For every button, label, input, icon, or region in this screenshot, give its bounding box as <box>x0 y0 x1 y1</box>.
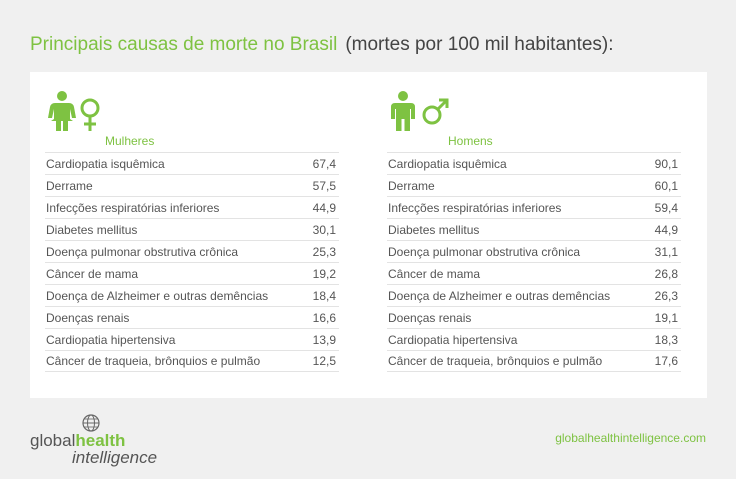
cause-value: 13,9 <box>312 332 336 347</box>
table-row: Cardiopatia hipertensiva 13,9 <box>45 328 339 350</box>
cause-label: Infecções respiratórias inferiores <box>46 200 220 215</box>
cause-label: Infecções respiratórias inferiores <box>388 200 562 215</box>
table-row: Cardiopatia hipertensiva 18,3 <box>387 328 681 350</box>
cause-value: 57,5 <box>312 178 336 193</box>
table-row: Derrame 60,1 <box>387 174 681 196</box>
globalhealth-logo: globalhealth intelligence <box>30 411 160 467</box>
cause-label: Cardiopatia hipertensiva <box>46 332 176 347</box>
table-row: Diabetes mellitus 30,1 <box>45 218 339 240</box>
male-symbol-icon <box>422 98 449 125</box>
table-row: Doença pulmonar obstrutiva crônica 31,1 <box>387 240 681 262</box>
man-icon <box>391 91 415 131</box>
cause-value: 12,5 <box>312 354 336 368</box>
cause-value: 18,4 <box>312 288 336 303</box>
cause-label: Câncer de traqueia, brônquios e pulmão <box>388 354 603 368</box>
cause-label: Doenças renais <box>46 310 130 325</box>
cause-value: 30,1 <box>312 222 336 237</box>
cause-value: 31,1 <box>654 244 678 259</box>
table-row: Câncer de mama 19,2 <box>45 262 339 284</box>
woman-icon <box>48 91 76 131</box>
table-row: Doença pulmonar obstrutiva crônica 25,3 <box>45 240 339 262</box>
data-card: Mulheres Cardiopatia isquêmica 67,4 Derram… <box>30 72 707 398</box>
cause-value: 26,8 <box>654 266 678 281</box>
logo-text-health: health <box>75 431 126 450</box>
page-title: Principais causas de morte no Brasil (mor… <box>30 34 614 56</box>
table-row: Cardiopatia isquêmica 90,1 <box>387 152 681 174</box>
cause-value: 90,1 <box>654 156 678 171</box>
table-row: Câncer de traqueia, brônquios e pulmão 12… <box>45 350 339 372</box>
logo-text-global: global <box>30 431 76 450</box>
cause-label: Diabetes mellitus <box>388 222 480 237</box>
table-row: Diabetes mellitus 44,9 <box>387 218 681 240</box>
globe-icon <box>82 414 100 432</box>
men-column: Homens Cardiopatia isquêmica 90,1 Derrame 6… <box>387 72 681 372</box>
cause-value: 59,4 <box>654 200 678 215</box>
cause-label: Câncer de mama <box>388 266 481 281</box>
cause-label: Doença pulmonar obstrutiva crônica <box>388 244 581 259</box>
table-row: Infecções respiratórias inferiores 44,9 <box>45 196 339 218</box>
men-label: Homens <box>448 134 493 148</box>
table-row: Câncer de traqueia, brônquios e pulmão 17… <box>387 350 681 372</box>
table-row: Doença de Alzheimer e outras demências 18… <box>45 284 339 306</box>
women-label: Mulheres <box>105 134 155 148</box>
cause-value: 44,9 <box>312 200 336 215</box>
table-row: Doenças renais 19,1 <box>387 306 681 328</box>
table-row: Doenças renais 16,6 <box>45 306 339 328</box>
cause-value: 19,1 <box>654 310 678 325</box>
cause-label: Cardiopatia isquêmica <box>46 156 165 171</box>
men-rows: Cardiopatia isquêmica 90,1 Derrame 60,1 Infe… <box>387 152 681 372</box>
cause-label: Derrame <box>388 178 435 193</box>
cause-label: Derrame <box>46 178 93 193</box>
cause-label: Cardiopatia isquêmica <box>388 156 507 171</box>
cause-label: Câncer de mama <box>46 266 139 281</box>
cause-value: 25,3 <box>312 244 336 259</box>
title-subtitle: (mortes por 100 mil habitantes): <box>345 34 614 55</box>
cause-label: Doença de Alzheimer e outras demências <box>46 288 269 303</box>
cause-label: Doenças renais <box>388 310 472 325</box>
cause-value: 26,3 <box>654 288 678 303</box>
women-column: Mulheres Cardiopatia isquêmica 67,4 Derram… <box>45 72 339 372</box>
cause-label: Diabetes mellitus <box>46 222 138 237</box>
cause-label: Doença de Alzheimer e outras demências <box>388 288 611 303</box>
cause-label: Doença pulmonar obstrutiva crônica <box>46 244 239 259</box>
table-row: Infecções respiratórias inferiores 59,4 <box>387 196 681 218</box>
cause-value: 17,6 <box>654 354 678 368</box>
title-main: Principais causas de morte no Brasil <box>30 34 338 55</box>
cause-value: 16,6 <box>312 310 336 325</box>
table-row: Derrame 57,5 <box>45 174 339 196</box>
table-row: Câncer de mama 26,8 <box>387 262 681 284</box>
website-link[interactable]: globalhealthintelligence.com <box>555 431 706 445</box>
cause-value: 60,1 <box>654 178 678 193</box>
female-symbol-icon <box>80 98 100 131</box>
cause-label: Câncer de traqueia, brônquios e pulmão <box>46 354 261 368</box>
cause-value: 44,9 <box>654 222 678 237</box>
logo-text-intelligence: intelligence <box>72 448 158 467</box>
cause-label: Cardiopatia hipertensiva <box>388 332 518 347</box>
women-header: Mulheres <box>45 72 339 152</box>
cause-value: 18,3 <box>654 332 678 347</box>
table-row: Cardiopatia isquêmica 67,4 <box>45 152 339 174</box>
table-row: Doença de Alzheimer e outras demências 26… <box>387 284 681 306</box>
logo-line-1: globalhealth <box>30 431 125 451</box>
cause-value: 67,4 <box>312 156 336 171</box>
women-rows: Cardiopatia isquêmica 67,4 Derrame 57,5 Infe… <box>45 152 339 372</box>
cause-value: 19,2 <box>312 266 336 281</box>
men-header: Homens <box>387 72 681 152</box>
